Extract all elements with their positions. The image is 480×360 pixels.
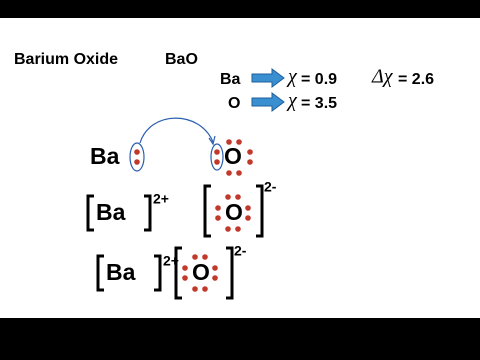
bracket	[96, 254, 104, 292]
chi-symbol: χ	[286, 90, 298, 112]
electron	[247, 149, 253, 155]
bracket	[256, 184, 264, 238]
electron	[226, 139, 232, 145]
arrow	[251, 68, 285, 88]
bracket	[154, 254, 162, 292]
bracket	[203, 184, 211, 238]
electron	[212, 275, 218, 281]
delta-symbol: Δχ	[371, 66, 394, 88]
ion-charge: 2-	[264, 179, 277, 195]
donor-atom: Ba	[90, 143, 120, 169]
ion-atom: Ba	[96, 199, 126, 225]
ion-atom: O	[225, 199, 243, 225]
delta-value: = 2.6	[398, 71, 434, 88]
electron	[134, 159, 140, 165]
formula: BaO	[165, 51, 198, 68]
electron-circle	[210, 143, 224, 171]
electron	[215, 205, 221, 211]
bracket	[226, 246, 234, 300]
ion-charge: 2+	[153, 191, 169, 207]
chi-symbol: χ	[286, 66, 298, 88]
electron	[202, 286, 208, 292]
arrow-head	[208, 135, 216, 146]
slide-background	[0, 18, 480, 318]
bracket	[144, 194, 152, 232]
title: Barium Oxide	[14, 51, 118, 68]
electron	[226, 170, 232, 176]
compound-atom: Ba	[106, 259, 136, 285]
electron	[236, 170, 242, 176]
electron	[225, 194, 231, 200]
electron	[212, 265, 218, 271]
electron	[225, 226, 231, 232]
electron	[236, 139, 242, 145]
electron	[235, 194, 241, 200]
electron-circle	[129, 142, 145, 172]
electron	[247, 159, 253, 165]
compound-atom: O	[192, 259, 210, 285]
electron	[215, 215, 221, 221]
electron	[214, 149, 220, 155]
element: Ba	[220, 71, 241, 88]
electron	[192, 254, 198, 260]
acceptor-atom: O	[224, 143, 242, 169]
electron	[235, 226, 241, 232]
electron	[214, 159, 220, 165]
electron	[182, 265, 188, 271]
electron	[202, 254, 208, 260]
chi-value: = 0.9	[301, 71, 337, 88]
electron	[192, 286, 198, 292]
transfer-arrow	[139, 117, 214, 144]
bracket	[86, 194, 94, 232]
chi-value: = 3.5	[301, 95, 337, 112]
electron	[245, 205, 251, 211]
compound-charge: 2-	[234, 243, 247, 259]
electron	[245, 215, 251, 221]
electron	[182, 275, 188, 281]
bracket	[174, 246, 182, 300]
element: O	[228, 95, 240, 112]
electron	[134, 149, 140, 155]
arrow	[251, 92, 285, 112]
